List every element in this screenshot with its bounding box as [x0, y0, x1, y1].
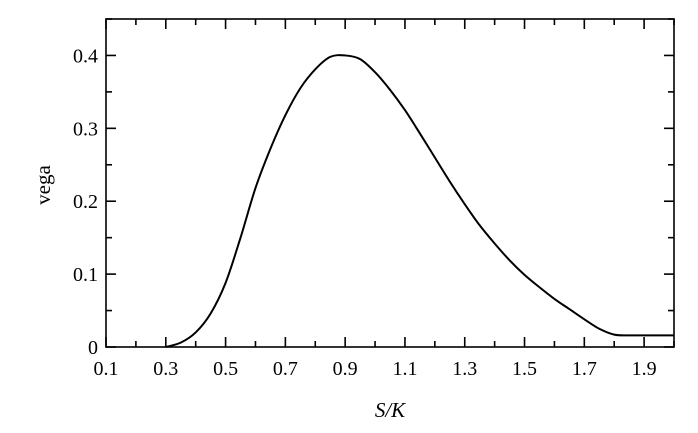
axis-ticks [105, 18, 675, 348]
x-axis-title: S/K [375, 398, 406, 422]
x-tick-label: 0.5 [213, 358, 238, 380]
x-tick-label: 1.3 [452, 358, 477, 380]
y-tick-label: 0.3 [73, 118, 98, 140]
plot-frame [105, 18, 675, 348]
y-axis-title: vega [31, 165, 55, 205]
x-tick-label: 1.5 [512, 358, 537, 380]
y-tick-label: 0 [88, 337, 98, 359]
tick-labels: 0.1 0.3 0.5 0.7 0.9 1.1 1.3 1.5 1.7 1.900.10.20.3… [73, 45, 657, 380]
x-tick-label: 1.1 [392, 358, 417, 380]
y-tick-label: 0.1 [73, 264, 98, 286]
vega-curve [165, 54, 674, 348]
y-tick-label: 0.2 [73, 191, 98, 213]
x-tick-label: 0.9 [333, 358, 358, 380]
x-tick-label: 0.7 [273, 358, 298, 380]
y-tick-label: 0.4 [73, 45, 98, 67]
x-tick-label: 0.1 [94, 358, 119, 380]
x-tick-label: 1.9 [632, 358, 657, 380]
x-tick-label: 0.3 [153, 358, 178, 380]
x-tick-label: 1.7 [572, 358, 597, 380]
